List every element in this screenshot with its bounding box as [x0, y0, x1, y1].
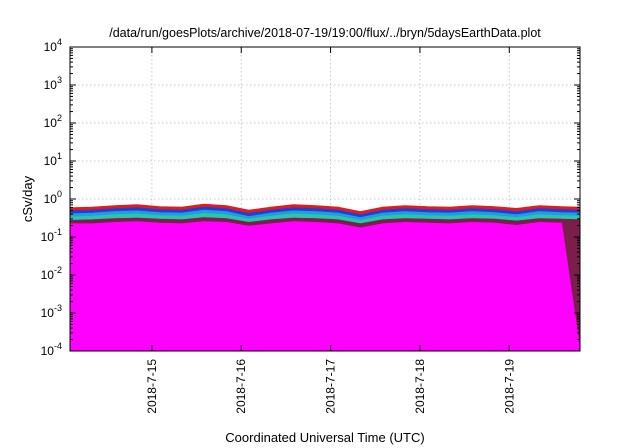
y-tick-label: 10-1 [41, 227, 62, 244]
series-line [69, 209, 581, 219]
series-line [70, 221, 581, 352]
y-tick-label: 10-2 [41, 265, 62, 282]
x-axis: 2018-7-15 2018-7-16 2018-7-17 2018-7-18 2018… [145, 47, 516, 414]
y-tick-label: 104 [44, 37, 62, 54]
series-line [69, 203, 581, 213]
y-tick-label: 10-4 [41, 341, 62, 358]
y-axis-label: cSv/day [20, 175, 35, 222]
chart-title: /data/run/goesPlots/archive/2018-07-19/1… [109, 26, 541, 40]
series-line [69, 217, 581, 225]
y-tick-label: 100 [44, 189, 62, 206]
x-tick-label: 2018-7-15 [145, 359, 159, 414]
series-area [69, 203, 581, 352]
x-tick-label: 2018-7-19 [502, 359, 516, 414]
y-tick-label: 10-3 [41, 303, 62, 320]
x-tick-label: 2018-7-17 [324, 359, 338, 414]
y-tick-label: 102 [44, 113, 62, 130]
series-band [69, 221, 581, 352]
x-axis-label: Coordinated Universal Time (UTC) [225, 430, 424, 445]
y-tick-label: 103 [44, 75, 62, 92]
y-axis: 10-4 10-3 10-2 10-1 100 101 102 103 104 [41, 37, 580, 358]
y-tick-label: 101 [44, 151, 62, 168]
x-tick-label: 2018-7-16 [234, 359, 248, 414]
series-line [69, 206, 581, 216]
series-line [69, 213, 581, 222]
x-tick-label: 2018-7-18 [413, 359, 427, 414]
